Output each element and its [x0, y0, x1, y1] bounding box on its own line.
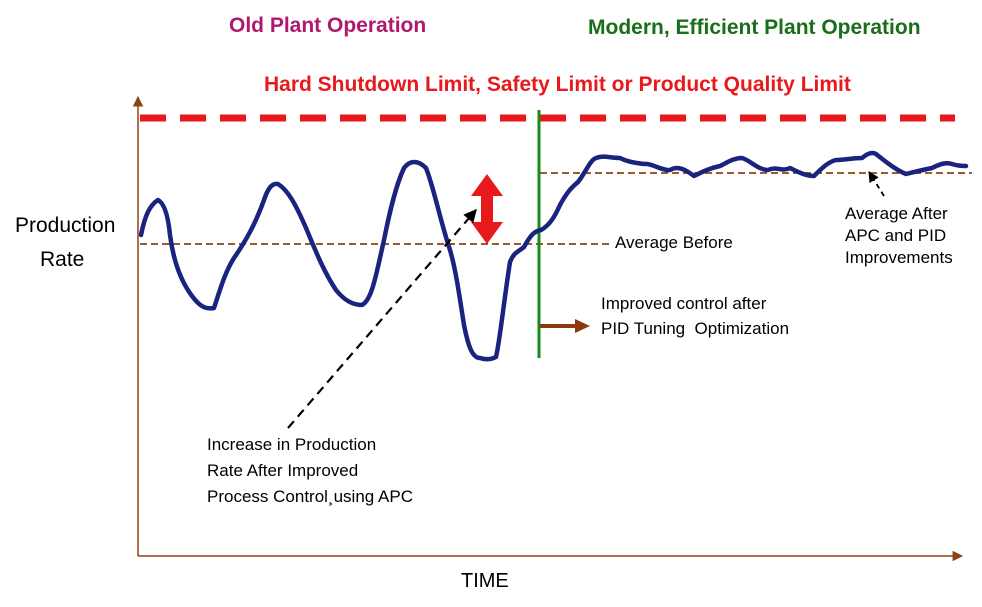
- average-after-label-line1: Average After: [845, 204, 948, 223]
- increase-label-line1: Increase in Production: [207, 435, 376, 454]
- average-after-annotation-arrow: [868, 171, 885, 197]
- average-after-label-line3: Improvements: [845, 248, 953, 267]
- limit-label: Hard Shutdown Limit, Safety Limit or Pro…: [264, 73, 851, 96]
- modern-operation-label: Modern, Efficient Plant Operation: [588, 16, 921, 39]
- y-axis-label-line1: Production: [15, 214, 115, 237]
- increase-label-line3: Process Control¸using APC: [207, 487, 413, 506]
- improved-control-arrow: [540, 319, 590, 333]
- production-rate-signal: [138, 150, 969, 362]
- production-increase-arrow: [471, 174, 503, 244]
- y-axis-label-line2: Rate: [40, 248, 84, 271]
- x-axis-label: TIME: [461, 570, 509, 592]
- average-after-label-line2: APC and PID: [845, 226, 946, 245]
- increase-annotation-arrow: [287, 209, 477, 429]
- old-operation-label: Old Plant Operation: [229, 14, 426, 37]
- increase-label-line2: Rate After Improved: [207, 461, 358, 480]
- improved-control-label-line1: Improved control after: [601, 294, 767, 313]
- improved-control-label-line2: PID Tuning Optimization: [601, 319, 789, 338]
- average-before-label: Average Before: [615, 233, 733, 252]
